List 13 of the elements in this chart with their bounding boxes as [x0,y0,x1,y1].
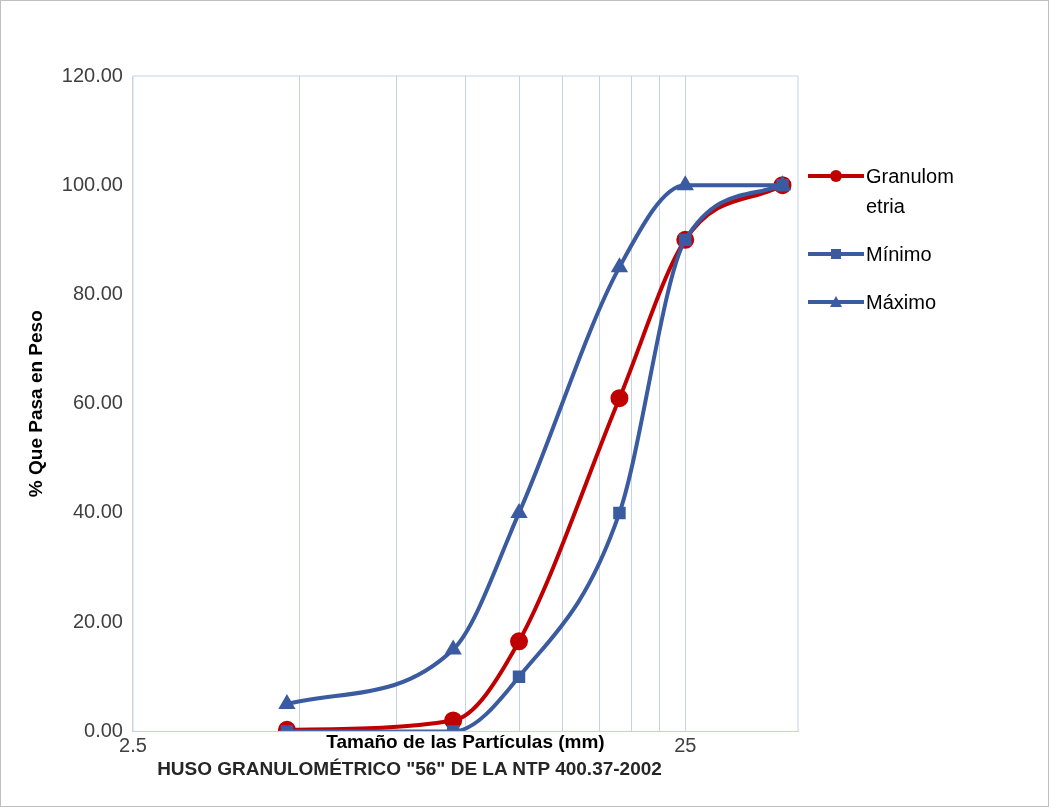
y-tick-label: 80.00 [72,281,123,304]
legend-label: Granulometria [866,164,955,219]
y-tick-label: 20.00 [72,609,123,632]
y-axis-title: % Que Pasa en Peso [24,310,46,498]
y-tick-label: 40.00 [72,500,123,523]
y-tick-label: 120.00 [61,63,123,86]
text: HUSO GRANULOMÉTRICO "56" DE LA NTP 400.37-2002 [157,757,662,779]
y-tick-label: 60.00 [72,391,123,414]
y-tick-label: 100.00 [61,172,123,195]
x-axis-title: Tamaño de las Partículas (mm) [326,731,605,753]
x-tick-label: 25 [674,733,697,756]
legend-label: Mínimo [866,242,933,267]
legend-label: Máximo [866,290,937,315]
